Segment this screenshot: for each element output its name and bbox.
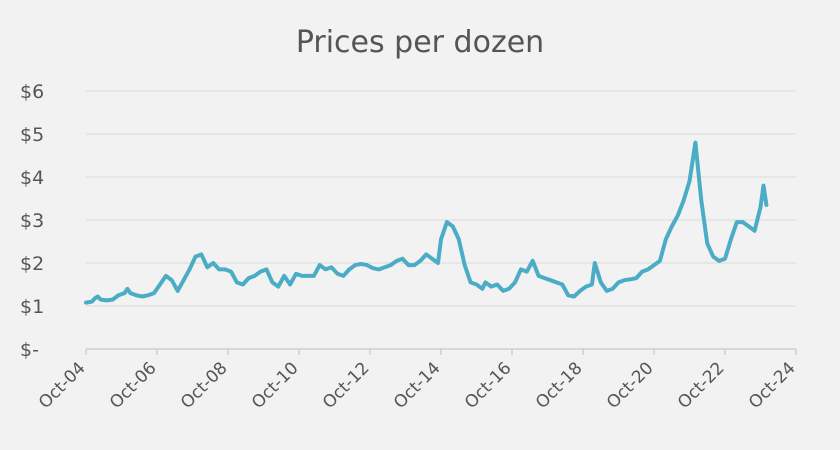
y-tick-label: $- xyxy=(20,339,39,361)
y-tick-label: $5 xyxy=(20,124,44,146)
y-tick-label: $3 xyxy=(20,210,44,232)
y-tick-label: $1 xyxy=(20,296,44,318)
x-tick-label: Oct-18 xyxy=(532,358,587,413)
chart-title: Prices per dozen xyxy=(296,25,544,60)
x-tick-label: Oct-04 xyxy=(35,358,90,413)
x-tick-label: Oct-10 xyxy=(248,358,303,413)
series-line-0 xyxy=(84,140,769,305)
x-axis: Oct-04 Oct-06 Oct-08 Oct-10 Oct-12 Oct-14 Oct-… xyxy=(35,348,800,413)
y-axis: $- $1 $2 $3 $4 $5 $6 xyxy=(20,81,44,361)
y-tick-label: $6 xyxy=(20,81,44,103)
series-layer xyxy=(84,140,769,305)
x-tick-label: Oct-14 xyxy=(390,358,445,413)
x-tick-label: Oct-22 xyxy=(674,358,729,413)
x-tick-label: Oct-16 xyxy=(461,358,516,413)
gridlines xyxy=(86,90,796,307)
y-tick-label: $4 xyxy=(20,167,44,189)
x-tick-label: Oct-20 xyxy=(603,358,658,413)
x-tick-label: Oct-06 xyxy=(106,358,161,413)
y-tick-label: $2 xyxy=(20,253,44,275)
x-tick-label: Oct-12 xyxy=(319,358,374,413)
x-tick-label: Oct-24 xyxy=(745,358,800,413)
x-tick-label: Oct-08 xyxy=(177,358,232,413)
